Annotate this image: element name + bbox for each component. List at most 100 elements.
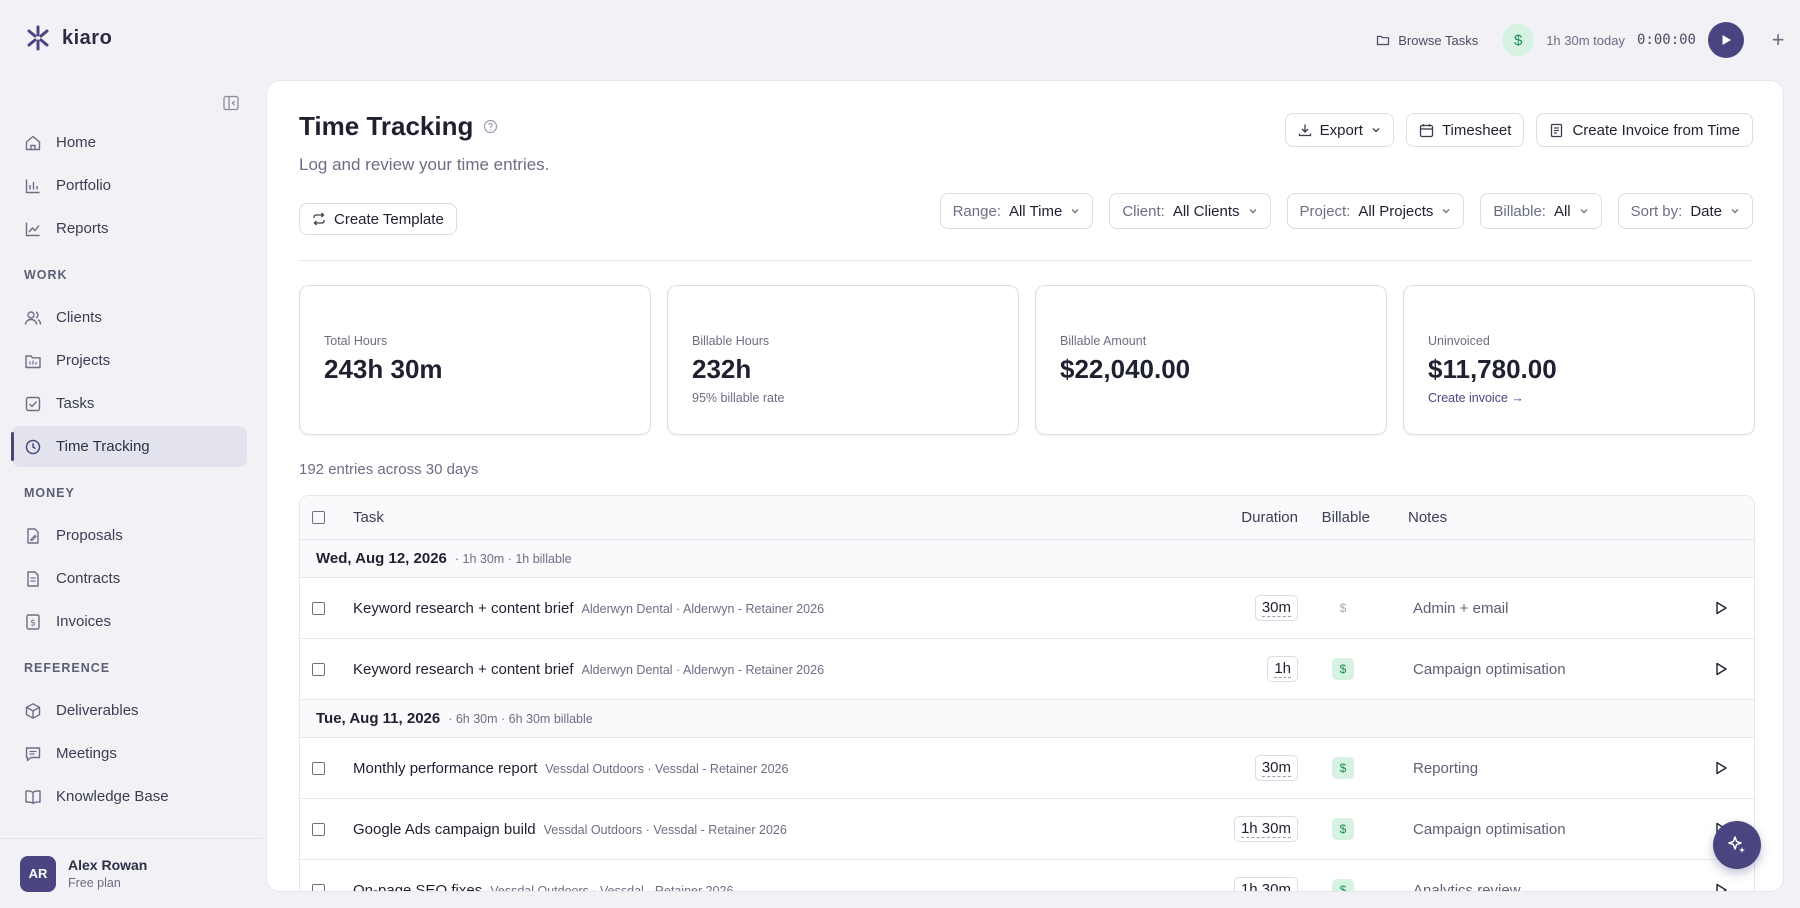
column-notes[interactable]: Notes (1408, 509, 1448, 526)
row-checkbox[interactable] (312, 601, 325, 615)
ai-assistant-button[interactable] (1713, 821, 1761, 869)
duration-field[interactable]: 1h 30m (1233, 877, 1298, 891)
date-group-header: Tue, Aug 11, 2026 · 6h 30m · 6h 30m bill… (300, 700, 1754, 738)
billable-toggle[interactable]: $ (1332, 818, 1354, 840)
duration-field[interactable]: 1h (1267, 656, 1298, 682)
task-name[interactable]: Keyword research + content brief (353, 599, 574, 617)
project-filter[interactable]: Project: All Projects (1286, 193, 1465, 229)
sidebar-item-home[interactable]: Home (12, 122, 247, 163)
export-button[interactable]: Export (1284, 113, 1394, 147)
chevron-down-icon (1249, 209, 1256, 214)
column-billable[interactable]: Billable (1321, 509, 1370, 526)
stat-total-hours: Total Hours 243h 30m (299, 285, 651, 435)
sidebar-item-tasks[interactable]: Tasks (12, 383, 247, 424)
billable-filter[interactable]: Billable: All (1480, 193, 1602, 229)
select-all-checkbox[interactable] (312, 511, 325, 524)
timer-display: 0:00:00 (1636, 32, 1696, 48)
sidebar-item-knowledge-base[interactable]: Knowledge Base (12, 776, 247, 817)
table-row[interactable]: Keyword research + content brief Alderwyn… (300, 639, 1754, 700)
group-summary: · 1h 30m · 1h billable (454, 551, 572, 566)
filter-value: Date (1690, 202, 1722, 220)
filter-label: Billable: (1493, 202, 1546, 220)
row-checkbox[interactable] (312, 662, 325, 676)
note-cell[interactable]: Admin + email (1413, 599, 1509, 617)
table-row[interactable]: Keyword research + content brief Alderwyn… (300, 578, 1754, 639)
stat-value: $11,780.00 (1428, 354, 1557, 384)
create-invoice-link[interactable]: Create invoice → (1428, 391, 1524, 405)
sidebar-item-meetings[interactable]: Meetings (12, 733, 247, 774)
task-name[interactable]: Keyword research + content brief (353, 660, 574, 678)
sidebar-item-label: Tasks (56, 395, 95, 412)
note-cell[interactable]: Campaign optimisation (1413, 660, 1566, 678)
sidebar-item-clients[interactable]: Clients (12, 297, 247, 338)
sidebar-item-contracts[interactable]: Contracts (12, 558, 247, 599)
filter-label: Range: (952, 202, 1001, 220)
sidebar-item-deliverables[interactable]: Deliverables (12, 690, 247, 731)
sparkle-icon (1728, 836, 1745, 853)
stat-billable-amount: Billable Amount $22,040.00 (1035, 285, 1387, 435)
stat-label: Billable Hours (692, 334, 770, 348)
billable-toggle[interactable]: $ (1332, 757, 1354, 779)
duration-field[interactable]: 30m (1254, 595, 1298, 621)
help-icon[interactable] (483, 119, 498, 134)
add-entry-button[interactable]: + (1771, 27, 1785, 52)
note-cell[interactable]: Reporting (1413, 759, 1479, 777)
duration-field[interactable]: 30m (1254, 755, 1298, 781)
sidebar-item-invoices[interactable]: $ Invoices (12, 601, 247, 642)
table-row[interactable]: Google Ads campaign build Vessdal Outdoor… (300, 799, 1754, 860)
row-checkbox[interactable] (312, 761, 325, 775)
filter-value: All Projects (1358, 202, 1434, 220)
sidebar-collapse-icon[interactable] (222, 94, 240, 112)
sidebar-item-time-tracking[interactable]: Time Tracking (11, 426, 247, 467)
dollar-icon: $ (1514, 31, 1523, 49)
task-name[interactable]: On-page SEO fixes (353, 881, 483, 892)
checkbox-icon (25, 396, 41, 411)
sort-filter[interactable]: Sort by: Date (1617, 193, 1753, 229)
svg-text:$: $ (30, 618, 36, 628)
download-icon (1298, 124, 1311, 137)
sidebar-item-label: Home (56, 134, 97, 151)
section-reference-heading: REFERENCE (24, 661, 111, 675)
book-icon (25, 789, 41, 804)
filter-label: Project: (1299, 202, 1351, 220)
filter-value: All (1553, 202, 1571, 220)
user-profile[interactable]: AR Alex Rowan Free plan (0, 838, 262, 908)
column-task[interactable]: Task (353, 509, 384, 526)
create-template-button[interactable]: Create Template (299, 203, 457, 235)
range-filter[interactable]: Range: All Time (939, 193, 1094, 229)
billable-toggle[interactable]: $ (1339, 601, 1347, 615)
billable-toggle[interactable]: $ (1332, 658, 1354, 680)
app-logo[interactable]: kiaro (24, 24, 112, 52)
column-duration[interactable]: Duration (1241, 509, 1298, 526)
note-cell[interactable]: Campaign optimisation (1413, 820, 1566, 838)
sidebar-item-projects[interactable]: Projects (12, 340, 247, 381)
browse-tasks-button[interactable]: Browse Tasks (1376, 33, 1478, 48)
play-icon[interactable] (1714, 601, 1728, 615)
task-name[interactable]: Monthly performance report (353, 759, 538, 777)
billable-toggle-button[interactable]: $ (1502, 24, 1535, 56)
table-row[interactable]: Monthly performance report Vessdal Outdoo… (300, 738, 1754, 799)
play-icon[interactable] (1714, 662, 1728, 676)
note-cell[interactable]: Analytics review (1413, 881, 1521, 892)
stats-row: Total Hours 243h 30m Billable Hours 232h… (299, 285, 1755, 435)
play-icon[interactable] (1714, 883, 1728, 892)
duration-field[interactable]: 1h 30m (1233, 816, 1298, 842)
stat-label: Billable Amount (1060, 334, 1147, 348)
client-filter[interactable]: Client: All Clients (1109, 193, 1271, 229)
sidebar-item-reports[interactable]: Reports (12, 208, 247, 249)
create-invoice-from-time-button[interactable]: Create Invoice from Time (1536, 113, 1753, 147)
sidebar-nav: Home Portfolio Reports WORK Clients Proj… (11, 122, 247, 819)
home-icon (25, 135, 41, 150)
play-icon[interactable] (1714, 761, 1728, 775)
sidebar-item-proposals[interactable]: Proposals (12, 515, 247, 556)
timesheet-button[interactable]: Timesheet (1405, 113, 1525, 147)
task-name[interactable]: Google Ads campaign build (353, 820, 536, 838)
start-timer-button[interactable] (1708, 22, 1744, 58)
sidebar-item-portfolio[interactable]: Portfolio (12, 165, 247, 206)
stat-billable-hours: Billable Hours 232h 95% billable rate (667, 285, 1019, 435)
billable-toggle[interactable]: $ (1332, 879, 1354, 891)
table-row[interactable]: On-page SEO fixes Vessdal Outdoors · Vess… (300, 860, 1754, 892)
row-checkbox[interactable] (312, 822, 325, 836)
filter-bar: Range: All Time Client: All Clients Proj… (939, 193, 1753, 229)
row-checkbox[interactable] (312, 883, 325, 891)
